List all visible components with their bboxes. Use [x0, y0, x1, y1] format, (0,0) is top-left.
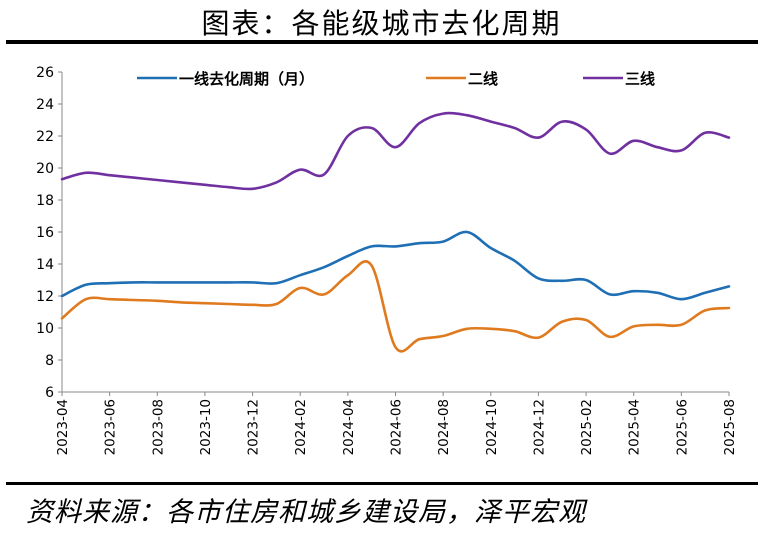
- series-line-tier3: [60, 111, 731, 191]
- legend-label-tier3: 三线: [625, 70, 655, 88]
- chart-title: 图表：各能级城市去化周期: [201, 7, 562, 40]
- x-tick-label: 2023-08: [150, 399, 166, 455]
- y-tick-label: 6: [45, 385, 54, 401]
- y-tick-label: 14: [36, 257, 54, 273]
- chart-axes: 6 8 10 12 14 16 18 20 22 24 26 2023-04 2023-06 2023-0…: [36, 65, 738, 455]
- x-tick-label: 2023-04: [55, 399, 71, 455]
- legend-label-tier2: 二线: [468, 70, 498, 88]
- y-tick-label: 22: [36, 129, 54, 145]
- x-tick-label: 2024-04: [341, 399, 357, 455]
- line-chart: 6 8 10 12 14 16 18 20 22 24 26 2023-04 2023-06 2023-0…: [36, 65, 738, 455]
- chart-series: [60, 111, 731, 353]
- y-tick-label: 24: [36, 97, 54, 113]
- x-tick-label: 2025-04: [627, 399, 643, 455]
- y-tick-label: 18: [36, 193, 54, 209]
- y-tick-label: 16: [36, 225, 54, 241]
- series-line-tier1: [60, 230, 731, 301]
- x-tick-label: 2024-08: [436, 399, 452, 455]
- bottom-rule: [6, 482, 758, 485]
- series-line-tier2: [60, 260, 731, 353]
- x-tick-label: 2023-06: [103, 399, 119, 455]
- y-tick-label: 8: [45, 353, 54, 369]
- y-tick-label: 12: [36, 289, 54, 305]
- x-tick-label: 2025-08: [722, 399, 738, 455]
- chart-legend: 一线去化周期（月） 二线 三线: [137, 70, 655, 88]
- x-tick-label: 2024-10: [484, 399, 500, 455]
- y-tick-label: 26: [36, 65, 54, 81]
- x-tick-label: 2024-12: [531, 399, 547, 455]
- y-tick-label: 10: [36, 321, 54, 337]
- y-tick-label: 20: [36, 161, 54, 177]
- legend-label-tier1: 一线去化周期（月）: [179, 70, 314, 88]
- x-tick-label: 2024-06: [389, 399, 405, 455]
- source-note: 资料来源：各市住房和城乡建设局，泽平宏观: [26, 497, 586, 528]
- x-tick-label: 2025-02: [579, 399, 595, 455]
- top-rule: [6, 40, 758, 44]
- x-tick-label: 2023-12: [246, 399, 262, 455]
- x-tick-label: 2024-02: [293, 399, 309, 455]
- x-tick-label: 2025-06: [674, 399, 690, 455]
- x-tick-label: 2023-10: [198, 399, 214, 455]
